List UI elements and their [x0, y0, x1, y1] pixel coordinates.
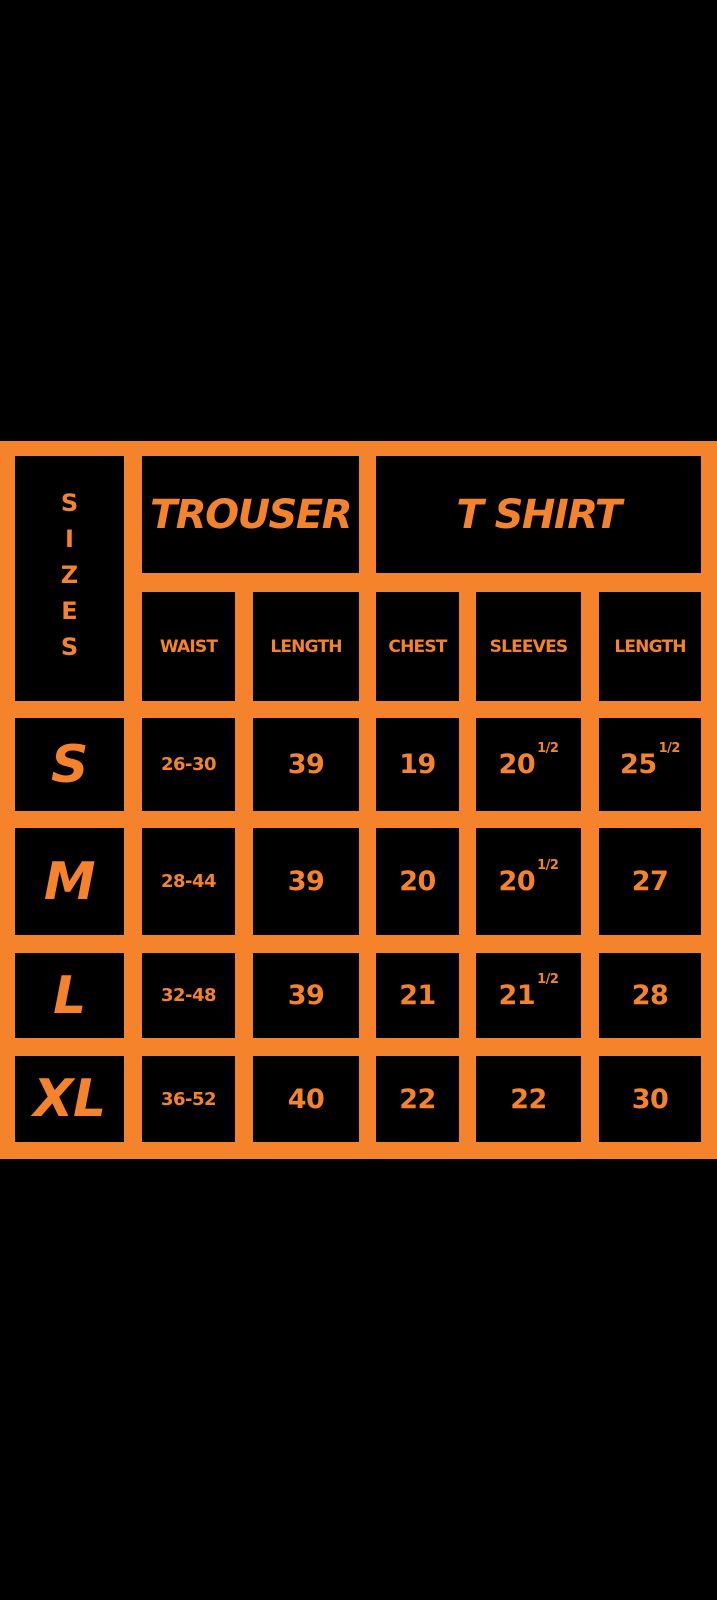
group-header: T SHIRT: [376, 456, 701, 573]
group-label: TROUSER: [149, 491, 353, 538]
value: 20: [498, 866, 536, 897]
size-label: M: [43, 851, 96, 912]
value-cell: 28-44: [142, 828, 235, 935]
value: 30: [631, 1083, 669, 1115]
value-cell: 39: [253, 828, 359, 935]
value-cell: 30: [599, 1056, 701, 1142]
size-label: L: [53, 965, 86, 1026]
value: 21: [399, 980, 436, 1011]
column-header: LENGTH: [599, 592, 701, 701]
value-cell: 39: [253, 953, 359, 1038]
value-cell: 25 1/2: [599, 718, 701, 811]
value-cell: 21 1/2: [476, 953, 581, 1038]
value: 28: [631, 980, 669, 1011]
column-label: SLEEVES: [489, 636, 569, 657]
value-cell: 21: [376, 953, 459, 1038]
value: 39: [287, 866, 325, 897]
column-label: CHEST: [388, 636, 447, 657]
corner-label: SIZES: [55, 488, 84, 669]
size-cell: L: [15, 953, 124, 1038]
value: 40: [287, 1083, 325, 1115]
column-header: WAIST: [142, 592, 235, 701]
value-cell: 20 1/2: [476, 828, 581, 935]
size-label: XL: [33, 1069, 106, 1129]
value-cell: 39: [253, 718, 359, 811]
size-cell: XL: [15, 1056, 124, 1142]
fraction: 1/2: [537, 741, 559, 756]
corner-cell: SIZES: [15, 456, 124, 701]
column-label: WAIST: [159, 636, 218, 657]
value-cell: 40: [253, 1056, 359, 1142]
value-cell: 22: [376, 1056, 459, 1142]
size-chart: SIZES TROUSER T SHIRT WAIST LENGTH CHEST SLEEV…: [0, 441, 717, 1159]
size-cell: S: [15, 718, 124, 811]
value-cell: 22: [476, 1056, 581, 1142]
fraction: 1/2: [658, 741, 681, 756]
value: 22: [510, 1083, 547, 1115]
value-cell: 26-30: [142, 718, 235, 811]
fraction: 1/2: [537, 858, 559, 873]
value: 27: [631, 866, 669, 897]
size-label: S: [51, 734, 88, 795]
value-cell: 20 1/2: [476, 718, 581, 811]
column-header: SLEEVES: [476, 592, 581, 701]
value: 39: [287, 980, 325, 1011]
value: 21: [498, 980, 536, 1011]
size-cell: M: [15, 828, 124, 935]
column-header: CHEST: [376, 592, 459, 701]
value: 22: [399, 1083, 436, 1115]
value: 20: [399, 866, 436, 897]
column-header: LENGTH: [253, 592, 359, 701]
value: 32-48: [160, 985, 217, 1006]
value-cell: 32-48: [142, 953, 235, 1038]
value-cell: 27: [599, 828, 701, 935]
value: 36-52: [160, 1088, 217, 1110]
value: 28-44: [160, 871, 217, 892]
value: 25: [620, 749, 657, 780]
fraction: 1/2: [537, 972, 559, 987]
group-header: TROUSER: [142, 456, 359, 573]
column-label: LENGTH: [270, 636, 342, 657]
value: 39: [287, 749, 325, 780]
value-cell: 20: [376, 828, 459, 935]
value-cell: 28: [599, 953, 701, 1038]
value: 20: [498, 749, 536, 780]
group-label: T SHIRT: [456, 491, 622, 538]
value: 19: [399, 749, 436, 780]
column-label: LENGTH: [614, 636, 686, 657]
value-cell: 36-52: [142, 1056, 235, 1142]
value-cell: 19: [376, 718, 459, 811]
value: 26-30: [160, 754, 217, 775]
